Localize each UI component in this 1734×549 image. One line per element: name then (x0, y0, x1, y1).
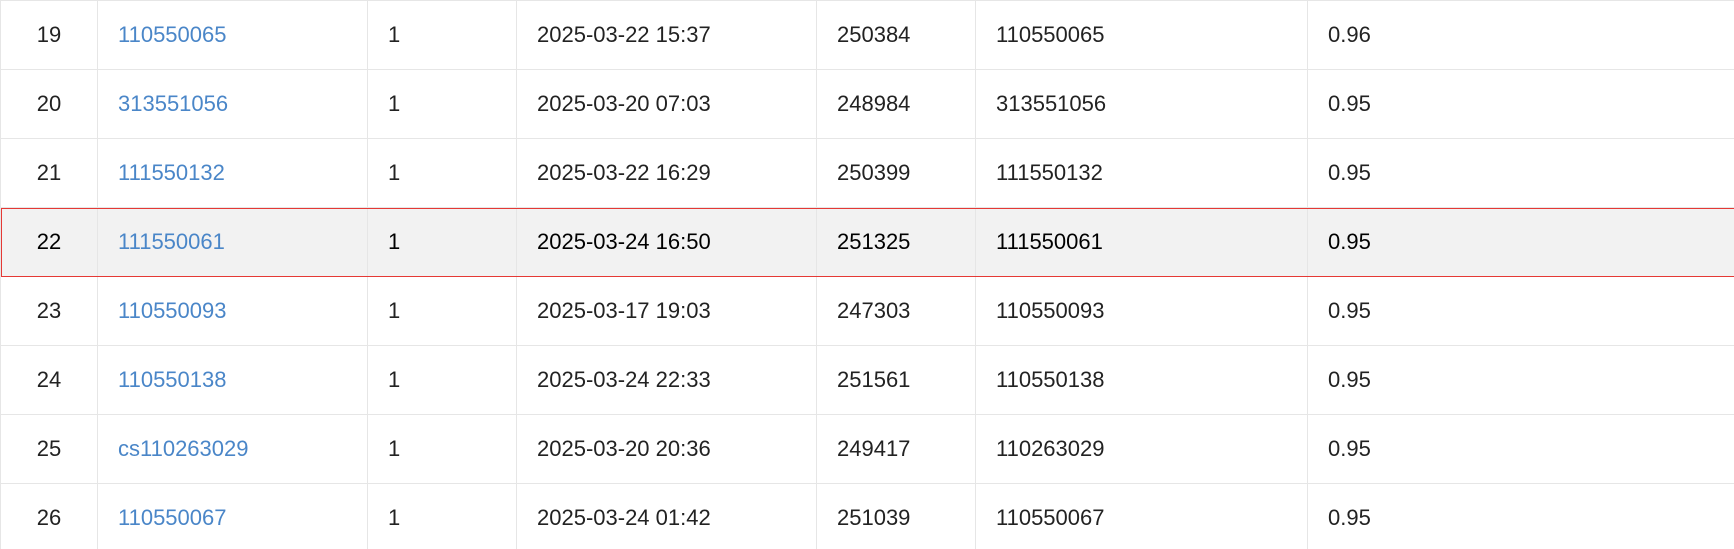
time-cell: 2025-03-20 07:03 (516, 69, 817, 139)
time-cell: 2025-03-24 22:33 (516, 345, 817, 415)
table-row: 21 111550132 1 2025-03-22 16:29 250399 1… (0, 138, 1734, 208)
user-link[interactable]: 111550061 (118, 229, 225, 254)
name-cell: 313551056 (975, 69, 1308, 139)
score-cell: 0.95 (1307, 414, 1734, 484)
submission-id-cell: 247303 (816, 276, 976, 346)
user-link[interactable]: 110550093 (118, 298, 227, 323)
time-cell: 2025-03-17 19:03 (516, 276, 817, 346)
score-cell: 0.95 (1307, 345, 1734, 415)
user-cell: 110550093 (97, 276, 368, 346)
name-cell: 110550093 (975, 276, 1308, 346)
solved-cell: 1 (367, 483, 517, 549)
rank-cell: 24 (0, 345, 98, 415)
user-cell: 110550067 (97, 483, 368, 549)
submission-id-cell: 248984 (816, 69, 976, 139)
time-cell: 2025-03-24 16:50 (516, 207, 817, 277)
rank-cell: 23 (0, 276, 98, 346)
solved-cell: 1 (367, 0, 517, 70)
user-cell: cs110263029 (97, 414, 368, 484)
submission-id-cell: 249417 (816, 414, 976, 484)
user-link[interactable]: 110550138 (118, 367, 227, 392)
name-cell: 111550061 (975, 207, 1308, 277)
time-cell: 2025-03-22 15:37 (516, 0, 817, 70)
rank-cell: 25 (0, 414, 98, 484)
time-cell: 2025-03-24 01:42 (516, 483, 817, 549)
time-cell: 2025-03-20 20:36 (516, 414, 817, 484)
name-cell: 110550065 (975, 0, 1308, 70)
highlighted-table-row: 22 111550061 1 2025-03-24 16:50 251325 1… (0, 207, 1734, 277)
name-cell: 110263029 (975, 414, 1308, 484)
solved-cell: 1 (367, 414, 517, 484)
score-cell: 0.95 (1307, 207, 1734, 277)
submission-id-cell: 250384 (816, 0, 976, 70)
solved-cell: 1 (367, 69, 517, 139)
user-link[interactable]: 110550065 (118, 22, 227, 47)
submission-id-cell: 251561 (816, 345, 976, 415)
rank-cell: 22 (0, 207, 98, 277)
table-row: 25 cs110263029 1 2025-03-20 20:36 249417… (0, 414, 1734, 484)
table-row: 24 110550138 1 2025-03-24 22:33 251561 1… (0, 345, 1734, 415)
rank-cell: 19 (0, 0, 98, 70)
score-cell: 0.95 (1307, 138, 1734, 208)
solved-cell: 1 (367, 138, 517, 208)
score-cell: 0.95 (1307, 483, 1734, 549)
user-cell: 313551056 (97, 69, 368, 139)
solved-cell: 1 (367, 276, 517, 346)
time-cell: 2025-03-22 16:29 (516, 138, 817, 208)
submission-id-cell: 251039 (816, 483, 976, 549)
rank-cell: 26 (0, 483, 98, 549)
user-link[interactable]: 110550067 (118, 505, 227, 530)
name-cell: 110550067 (975, 483, 1308, 549)
user-cell: 111550061 (97, 207, 368, 277)
user-cell: 111550132 (97, 138, 368, 208)
table-row: 26 110550067 1 2025-03-24 01:42 251039 1… (0, 483, 1734, 549)
name-cell: 110550138 (975, 345, 1308, 415)
score-cell: 0.95 (1307, 69, 1734, 139)
user-cell: 110550138 (97, 345, 368, 415)
table-row: 20 313551056 1 2025-03-20 07:03 248984 3… (0, 69, 1734, 139)
score-cell: 0.96 (1307, 0, 1734, 70)
score-cell: 0.95 (1307, 276, 1734, 346)
submission-id-cell: 251325 (816, 207, 976, 277)
table-row: 23 110550093 1 2025-03-17 19:03 247303 1… (0, 276, 1734, 346)
solved-cell: 1 (367, 207, 517, 277)
rank-cell: 20 (0, 69, 98, 139)
user-cell: 110550065 (97, 0, 368, 70)
name-cell: 111550132 (975, 138, 1308, 208)
table-row: 19 110550065 1 2025-03-22 15:37 250384 1… (0, 0, 1734, 70)
solved-cell: 1 (367, 345, 517, 415)
rank-cell: 21 (0, 138, 98, 208)
user-link[interactable]: 111550132 (118, 160, 225, 185)
submission-id-cell: 250399 (816, 138, 976, 208)
user-link[interactable]: cs110263029 (118, 436, 249, 461)
user-link[interactable]: 313551056 (118, 91, 229, 116)
